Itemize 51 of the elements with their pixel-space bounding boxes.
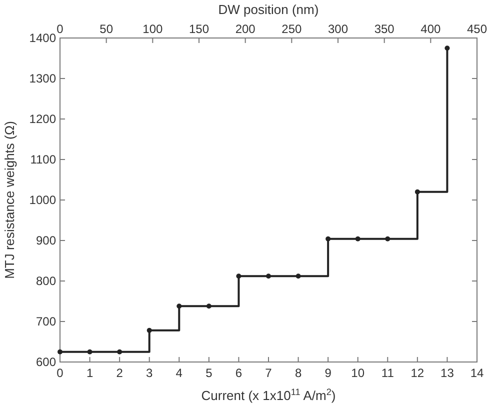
point: [266, 274, 271, 279]
y-tick-label: 1200: [29, 112, 56, 126]
x-tick-label: 5: [206, 366, 213, 380]
point: [87, 349, 92, 354]
x2-tick-label: 250: [282, 22, 302, 36]
x2-axis-title: DW position (nm): [218, 2, 319, 17]
x-tick-label: 1: [86, 366, 94, 380]
x2-tick-label: 350: [374, 22, 395, 36]
x-tick-label: 13: [440, 366, 454, 380]
x-tick-label: 8: [294, 366, 302, 380]
y-tick-label: 800: [36, 274, 56, 288]
x2-tick-label: 200: [235, 22, 256, 36]
y-axis-title: MTJ resistance weights (Ω): [2, 121, 17, 279]
point: [176, 304, 182, 309]
x2-tick-label: 400: [420, 22, 441, 36]
point: [58, 349, 62, 354]
point: [117, 349, 122, 354]
y-tick-label: 1400: [29, 31, 56, 45]
x-tick-label: 10: [351, 366, 365, 380]
x-tick-label: 12: [410, 366, 424, 380]
point: [444, 46, 450, 51]
point: [236, 274, 242, 279]
point: [326, 236, 331, 242]
y-tick-label: 1000: [29, 193, 56, 207]
y-tick-label: 1300: [29, 72, 56, 86]
y-tick-label: 1100: [30, 152, 56, 166]
x-tick-label: 9: [324, 366, 332, 380]
x2-tick-label: 450: [466, 22, 488, 36]
point: [206, 304, 212, 309]
x-tick-label: 6: [235, 366, 242, 380]
x-tick-label: 14: [470, 366, 484, 380]
point: [355, 236, 360, 242]
y-tick-label: 900: [36, 234, 56, 248]
x-tick-label: 3: [146, 366, 154, 380]
point: [414, 189, 420, 194]
point: [296, 274, 301, 279]
x-tick-label: 4: [176, 366, 183, 380]
x-tick-label: 0: [56, 366, 64, 380]
y-tick-label: 700: [36, 314, 56, 328]
x2-tick-label: 0: [56, 22, 64, 36]
x2-tick-label: 100: [142, 22, 163, 36]
x-tick-label: 2: [116, 366, 124, 380]
x2-tick-label: 300: [328, 22, 348, 36]
x2-tick-label: 50: [100, 22, 114, 36]
x-tick-label: 11: [381, 366, 394, 380]
x2-tick-label: 150: [188, 22, 210, 36]
x-tick-label: 7: [265, 366, 272, 380]
y-tick-label: 600: [36, 355, 56, 369]
x-axis-title: Current (x 1x10$^{11}$ A/m$^{2}$): [201, 387, 336, 403]
point: [385, 236, 390, 242]
point: [146, 328, 152, 333]
